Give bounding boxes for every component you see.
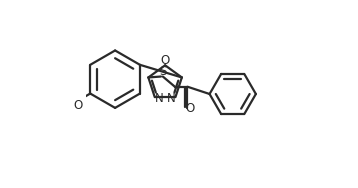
Text: O: O	[160, 54, 170, 67]
Text: O: O	[74, 99, 83, 112]
Text: O: O	[186, 102, 195, 114]
Text: S: S	[159, 65, 166, 78]
Text: N: N	[154, 92, 163, 105]
Text: N: N	[167, 92, 176, 105]
